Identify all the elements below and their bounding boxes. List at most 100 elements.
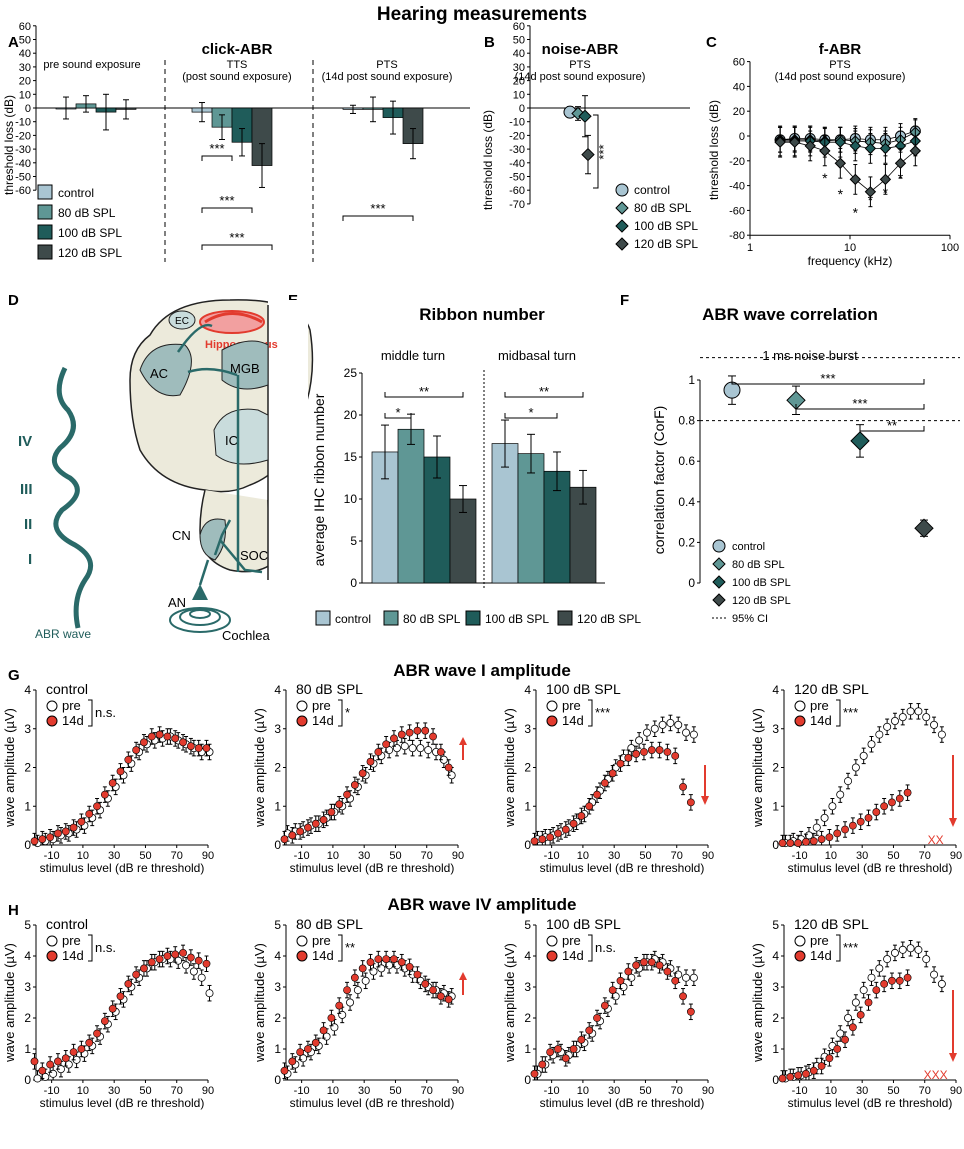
panel-h-y-tick-label: 3 [772,980,779,994]
panel-e-legend-swatch [465,610,481,626]
panel-g-x-tick-label: 70 [919,850,931,862]
panel-h-pre-point [890,948,899,957]
panel-g-post-point [280,835,289,844]
panel-g-post-point [147,732,156,741]
panel-f-sig-bracket-label: *** [852,396,867,411]
panel-g-pre-point [922,713,931,722]
panel-h-y-tick-label: 1 [524,1042,531,1056]
panel-a-sig-bracket [201,155,233,161]
panel-h-legend-post-label: 14d [562,948,584,963]
panel-g-post-point [530,837,539,846]
panel-b-sub2: (14d post sound exposure) [515,71,646,83]
panel-g-y-tick-label: 1 [772,799,779,813]
panel-g-x-tick-label: 50 [639,850,651,862]
panel-g-legend-post-label: 14d [62,713,84,728]
panel-g-y-tick-label: 4 [524,683,531,697]
panel-g-post-point [632,750,641,758]
panel-h-post-point [296,1048,305,1056]
panel-g-post-point [436,748,445,756]
panel-h-arrow-down-head [949,1053,957,1062]
panel-h-pre-point [353,986,362,995]
panel-letter-b: B [484,34,495,51]
panel-g-post-point [163,732,172,741]
panel-h-y-tick-label: 4 [772,949,779,963]
panel-g-y-tick-label: 0 [24,838,31,852]
panel-h-post-point [444,995,453,1004]
panel-h-y-tick-label: 3 [524,980,531,994]
panel-g-post-point [108,779,117,787]
panel-h-legend-pre-label: pre [562,933,581,948]
panel-h-y-tick-label: 0 [524,1073,531,1087]
panel-h-post-point [569,1045,578,1053]
panel-h-post-point [786,1073,795,1081]
panel-a-sig-bracket-label: *** [229,230,244,245]
panel-h-post-point [624,967,633,976]
panel-h-x-label: stimulus level (dB re threshold) [540,1096,705,1110]
panel-h-pre-point [859,986,868,995]
panel-g-post-point [817,835,826,844]
panel-g-legend-post-marker [794,715,806,727]
panel-h-y-tick-label: 0 [24,1073,31,1087]
panel-h-pre-point [906,944,915,953]
panel-a-sub-tts2: (post sound exposure) [182,71,291,83]
panel-g-post-point [397,730,406,739]
panel-g-pre-point [836,790,845,799]
panel-g-legend-post-label: 14d [312,713,334,728]
panel-h-post-point [77,1045,86,1053]
panel-a-sig-bracket [201,244,273,250]
panel-h-post-point [155,955,164,963]
panel-g-post-point [288,831,297,840]
panel-g-post-point [54,829,62,838]
panel-g-post-point [538,835,547,844]
panel-c-point [879,142,892,155]
panel-h-post-point [124,980,133,988]
panel-g-y-tick-label: 3 [274,722,281,736]
panel-c-point [864,186,877,198]
panel-c-x-tick-label: 100 [941,242,959,254]
panel-h-post-point [663,967,672,976]
panel-h-missing-marks: XXX [924,1068,948,1082]
panel-h-legend-bracket [588,934,593,962]
panel-h-post-point [93,1029,101,1038]
panel-h-sig-label: ** [345,940,355,955]
panel-f-y-tick-label: 0.2 [678,535,695,549]
panel-c-point [774,136,786,148]
panel-h-post-point [140,964,148,973]
panel-g-post-point [546,833,555,842]
mgb-label: MGB [230,361,260,376]
panel-g-post-point [194,744,203,753]
panel-g-post-point [132,746,141,754]
panel-g-post-point [600,779,609,787]
panel-g-pre-point [937,730,946,739]
panel-h-x-tick-label: 90 [702,1085,714,1097]
panel-h-legend-post-marker [794,950,806,962]
panel-g-x-tick-label: 90 [950,850,962,862]
panel-g-post-point [671,751,680,760]
panel-f-legend-label: 95% CI [732,613,768,625]
panel-g-post-point [663,748,672,756]
panel-b-legend-marker [615,183,629,197]
panel-f-point [914,518,934,538]
panel-h-legend-post-label: 14d [810,948,832,963]
ac-label: AC [150,366,168,381]
panel-c-point [849,173,862,186]
panel-g-x-tick-label: 90 [202,850,214,862]
panel-h-legend-pre-label: pre [810,933,829,948]
panel-h-post-point [335,1001,344,1010]
panel-g-subplot-title: 100 dB SPL [546,681,621,697]
panel-g-subplot-title: control [46,681,88,697]
panel-g-legend-bracket [836,699,841,727]
panel-c-y-tick-label: 60 [733,57,745,69]
panel-c-point [894,157,907,169]
panel-c-point [879,173,892,186]
panel-e-y-tick-label: 25 [344,366,358,380]
panel-g-post-point [593,790,601,799]
panel-g-y-tick-label: 2 [24,761,31,775]
panel-g-legend-post-label: 14d [810,713,832,728]
panel-f-legend-marker [712,593,726,607]
an-arrow [192,584,208,600]
panel-g-pre-point [650,724,659,733]
panel-g-post-point [77,817,86,826]
panel-h-post-point [116,992,125,1001]
panel-h-y-tick-label: 5 [274,918,281,932]
